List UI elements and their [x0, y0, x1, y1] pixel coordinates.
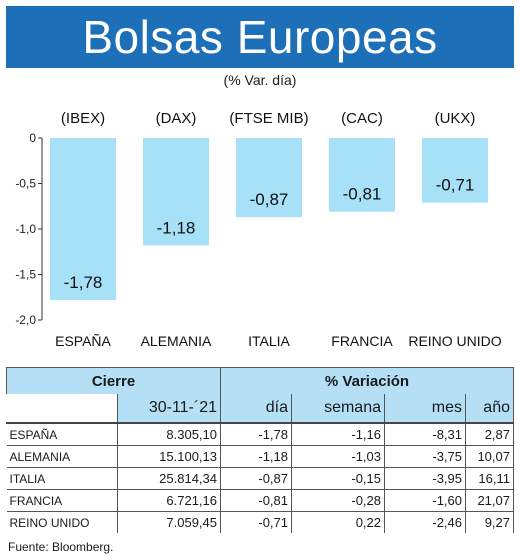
row-value: -0,71 — [220, 511, 292, 533]
table-row: ITALIA 25.814,34 -0,87 -0,15 -3,95 16,11 — [6, 467, 514, 490]
bar-chart: 0 -0,5 -1,0 -1,5 -2,0 (IBEX) -1,78 ESPAÑA (DAX) -… — [15, 110, 501, 349]
bar-value-label: -1,78 — [64, 273, 103, 292]
row-value: -0,87 — [220, 467, 292, 490]
y-tick-label: -2,0 — [15, 313, 36, 327]
column-header-semana: semana — [291, 394, 385, 424]
column-header-mes: mes — [384, 394, 466, 424]
row-value: -1,18 — [220, 445, 292, 468]
row-value: -8,31 — [384, 423, 466, 446]
y-tick-label: 0 — [29, 131, 36, 145]
row-value: -3,75 — [384, 445, 466, 468]
row-value: 8.305,10 — [117, 423, 221, 446]
row-country: FRANCIA — [6, 489, 118, 512]
source-note: Fuente: Bloomberg. — [8, 540, 114, 554]
row-value: 25.814,34 — [117, 467, 221, 490]
page-title: Bolsas Europeas — [82, 11, 438, 63]
row-value: 9,27 — [465, 511, 514, 533]
bar-value-label: -0,81 — [343, 185, 382, 204]
row-value: -1,60 — [384, 489, 466, 512]
table-row: FRANCIA 6.721,16 -0,81 -0,28 -1,60 21,07 — [6, 489, 514, 512]
row-value: -1,78 — [220, 423, 292, 446]
row-value: -2,46 — [384, 511, 466, 533]
category-label: ESPAÑA — [55, 333, 111, 349]
y-tick-label: -0,5 — [15, 177, 36, 191]
bar-italia — [236, 138, 302, 218]
bar-españa — [50, 138, 116, 300]
row-value: -0,28 — [291, 489, 385, 512]
bar-value-label: -1,18 — [157, 218, 196, 237]
row-value: -1,03 — [291, 445, 385, 468]
column-header-dia: día — [220, 394, 292, 424]
row-value: 21,07 — [465, 489, 514, 512]
chart-subtitle: (% Var. día) — [223, 72, 297, 88]
column-header-ano: año — [465, 394, 514, 424]
row-value: 6.721,16 — [117, 489, 221, 512]
index-label: (FTSE MIB) — [229, 110, 308, 127]
bar-value-label: -0,87 — [250, 190, 289, 209]
row-value: -1,16 — [291, 423, 385, 446]
row-country: REINO UNIDO — [6, 511, 118, 533]
title-banner: Bolsas Europeas — [6, 6, 514, 68]
row-value: 2,87 — [465, 423, 514, 446]
table-row: REINO UNIDO 7.059,45 -0,71 0,22 -2,46 9,27 — [6, 511, 514, 533]
category-label: REINO UNIDO — [408, 333, 501, 349]
table-column-header-row: 30-11-´21 día semana mes año — [6, 394, 514, 424]
table-group-header-row: Cierre % Variación — [6, 367, 514, 394]
row-value: 16,11 — [465, 467, 514, 490]
y-tick-label: -1,5 — [15, 268, 36, 282]
row-value: -3,95 — [384, 467, 466, 490]
row-value: 7.059,45 — [117, 511, 221, 533]
index-label: (DAX) — [156, 110, 197, 127]
table-row: ESPAÑA 8.305,10 -1,78 -1,16 -8,31 2,87 — [6, 423, 514, 446]
group-header-cierre: Cierre — [6, 367, 221, 394]
bar-alemania — [143, 138, 209, 246]
row-value: -0,81 — [220, 489, 292, 512]
category-label: ALEMANIA — [141, 333, 212, 349]
category-label: ITALIA — [248, 333, 290, 349]
bar-francia — [329, 138, 395, 212]
row-value: 15.100,13 — [117, 445, 221, 468]
bar-value-label: -0,71 — [436, 176, 475, 195]
group-header-variacion: % Variación — [220, 367, 514, 394]
table-row: ALEMANIA 15.100,13 -1,18 -1,03 -3,75 10,07 — [6, 445, 514, 468]
bar-reino-unido — [422, 138, 488, 203]
column-header-date: 30-11-´21 — [117, 394, 221, 424]
row-country: ALEMANIA — [6, 445, 118, 468]
row-country: ESPAÑA — [6, 423, 118, 446]
y-tick-label: -1,0 — [15, 222, 36, 236]
column-header-blank — [6, 394, 118, 424]
stats-table: Cierre % Variación 30-11-´21 día semana … — [6, 367, 514, 533]
row-value: 10,07 — [465, 445, 514, 468]
row-country: ITALIA — [6, 467, 118, 490]
index-label: (CAC) — [341, 110, 383, 127]
row-value: -0,15 — [291, 467, 385, 490]
row-value: 0,22 — [291, 511, 385, 533]
category-label: FRANCIA — [331, 333, 393, 349]
index-label: (IBEX) — [61, 110, 105, 127]
index-label: (UKX) — [435, 110, 476, 127]
